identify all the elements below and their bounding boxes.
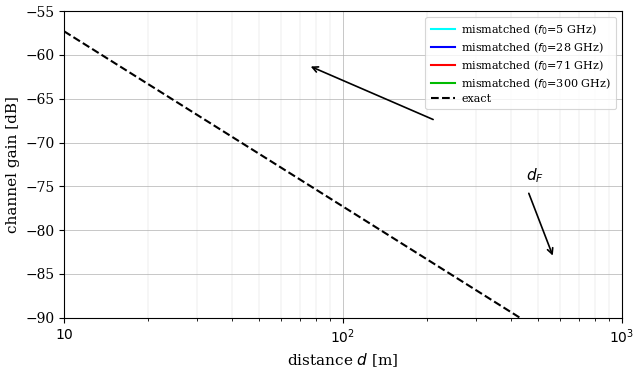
exact: [60, 29, 68, 33]
Legend: mismatched ($f_0$=5 GHz), mismatched ($f_0$=28 GHz), mismatched ($f_0$=71 GHz), : mismatched ($f_0$=5 GHz), mismatched ($f…: [426, 16, 616, 110]
Y-axis label: channel gain [dB]: channel gain [dB]: [6, 96, 20, 233]
exact: [157, 90, 164, 94]
exact: [124, 69, 132, 74]
exact: [298, 178, 306, 183]
exact: [607, 373, 615, 375]
exact: [547, 335, 555, 339]
X-axis label: distance $d$ [m]: distance $d$ [m]: [287, 352, 399, 369]
exact: [274, 164, 282, 168]
Line: exact: exact: [64, 31, 622, 375]
Text: $d_F$: $d_F$: [527, 166, 545, 184]
